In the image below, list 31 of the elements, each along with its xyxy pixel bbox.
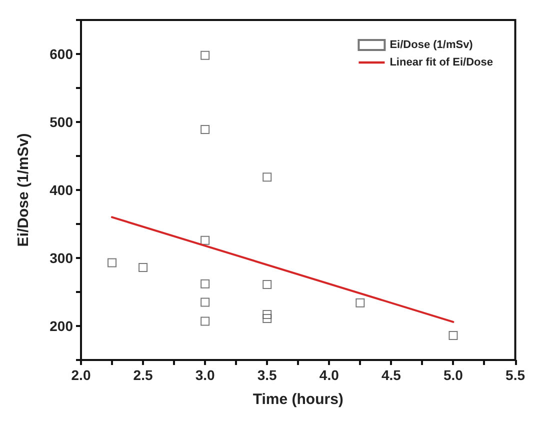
point (262, 280, 272, 290)
point (448, 331, 458, 340)
point (356, 298, 365, 308)
point (200, 236, 210, 245)
x-tick-label: 2.0 (71, 367, 91, 383)
point (262, 172, 272, 182)
point (200, 124, 210, 134)
point (108, 258, 117, 268)
point (200, 50, 210, 60)
y-tick-label: 600 (50, 46, 74, 62)
x-tick-label: 4.5 (381, 367, 402, 383)
x-tick-label: 3.0 (195, 367, 216, 383)
x-tick-label: 2.5 (133, 367, 153, 383)
x-axis-title: Time (hours) (252, 391, 344, 408)
legend-label: Ei/Dose (1/mSv) (390, 39, 474, 51)
x-tick-label: 5.5 (506, 367, 526, 383)
point (262, 310, 272, 319)
y-tick-label: 400 (50, 182, 74, 198)
x-tick-label: 5.0 (443, 367, 464, 383)
x-tick-label: 3.5 (257, 367, 278, 383)
y-tick-label: 500 (50, 114, 74, 130)
point (138, 263, 148, 272)
point (200, 316, 210, 326)
point (262, 314, 272, 324)
y-tick-label: 200 (50, 318, 74, 334)
x-tick-label: 4.0 (319, 367, 340, 383)
y-tick-label: 300 (50, 250, 74, 266)
point (200, 298, 210, 307)
legend-label: Linear fit of Ei/Dose (390, 56, 494, 68)
point (200, 279, 210, 288)
y-axis-title: Ei/Dose (1/mSv) (15, 133, 32, 247)
